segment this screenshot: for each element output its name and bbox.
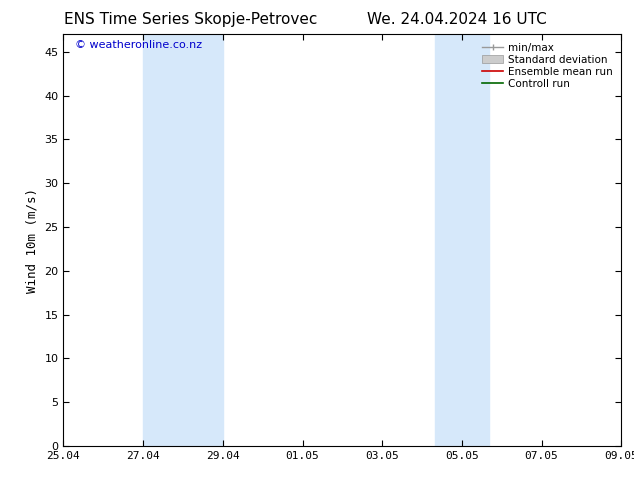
Bar — [435, 34, 489, 446]
Text: We. 24.04.2024 16 UTC: We. 24.04.2024 16 UTC — [366, 12, 547, 27]
Bar — [143, 34, 223, 446]
Y-axis label: Wind 10m (m/s): Wind 10m (m/s) — [26, 188, 39, 293]
Text: © weatheronline.co.nz: © weatheronline.co.nz — [75, 41, 202, 50]
Text: ENS Time Series Skopje-Petrovec: ENS Time Series Skopje-Petrovec — [63, 12, 317, 27]
Legend: min/max, Standard deviation, Ensemble mean run, Controll run: min/max, Standard deviation, Ensemble me… — [479, 40, 616, 92]
